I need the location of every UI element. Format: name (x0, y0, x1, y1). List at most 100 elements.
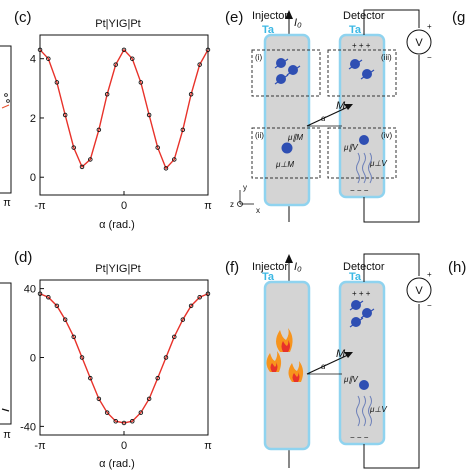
y-tick-label: 0 (30, 172, 36, 184)
panel-f-wire-bottom (363, 304, 420, 469)
panel-f-m-arrowhead (344, 352, 353, 358)
x-tick-label: 0 (121, 200, 127, 212)
data-point (79, 164, 85, 170)
panel-e-region-label-i: (i) (255, 53, 262, 62)
panel-f-injector-bar (263, 280, 311, 451)
spin-icon (359, 135, 369, 145)
panel-f-current-arrowhead (285, 254, 293, 263)
panel-e-current-arrowhead (285, 10, 293, 19)
data-point (96, 127, 102, 133)
spin-arrow-icon (274, 74, 289, 85)
chart-c: -π 0 π 0 2 4 (30, 34, 212, 212)
panel-f-detector-bar (338, 280, 386, 446)
x-tick-label: 0 (121, 440, 127, 452)
data-point (46, 56, 51, 61)
panel-f-alpha: α (321, 362, 326, 371)
panel-e-wire-top (363, 9, 420, 35)
data-point (172, 157, 177, 162)
panel-f-m-arrow (306, 353, 351, 375)
left-partial-top: π (0, 45, 12, 209)
panel-f-voltmeter (406, 277, 432, 303)
panel-e-ta-left: Ta (262, 24, 275, 36)
panel-g-label: (g (452, 9, 465, 26)
panel-e-region-label-ii: (ii) (255, 131, 264, 140)
panel-c-title: Pt|YIG|Pt (95, 18, 140, 30)
panel-e-current-label: I₀ (294, 17, 302, 29)
data-point (37, 291, 43, 297)
x-tick-label: -π (34, 440, 46, 452)
data-point (197, 294, 202, 300)
panel-e-region-ii (251, 127, 321, 179)
panel-e-region-label-iv: (iv) (381, 131, 392, 140)
panel-e-spin-group (274, 58, 375, 154)
panel-f-ta-right: Ta (349, 271, 362, 283)
data-point (46, 294, 51, 300)
data-point (121, 47, 127, 53)
data-point (197, 62, 202, 67)
data-point (130, 418, 135, 424)
spin-arrow-icon (360, 69, 375, 80)
panel-e-mu-par-m: μ∥M (287, 133, 303, 142)
x-tick-label: π (204, 440, 212, 452)
panel-e-mu-perp-m: μ⊥M (275, 160, 294, 169)
data-point (180, 127, 186, 133)
y-tick-label: 4 (30, 54, 36, 66)
panel-e-m-arrow (306, 105, 351, 127)
panel-f-voltmeter-label: V (415, 285, 423, 297)
panel-e-m-arrowhead (344, 104, 353, 110)
data-point (180, 317, 186, 322)
spin-icon (281, 142, 293, 154)
data-point (37, 47, 43, 53)
panel-e-charges-bottom: − − − (350, 186, 369, 195)
data-point (163, 166, 169, 171)
data-point (138, 80, 144, 85)
panel-e-m-label: M (336, 100, 346, 112)
flame-icon (276, 328, 293, 352)
panel-f-charges-bottom: − − − (350, 433, 369, 442)
data-point (104, 92, 110, 97)
flame-icon (266, 351, 282, 372)
data-point (146, 396, 152, 402)
panel-e-mu-perp-v: μ⊥V (369, 159, 387, 168)
data-point (155, 375, 160, 381)
panel-e-region-iv (327, 127, 397, 179)
data-point (205, 47, 211, 53)
data-point (79, 355, 85, 360)
panel-d-title: Pt|YIG|Pt (95, 263, 140, 275)
left-partial-tick-top: π (3, 197, 11, 209)
panel-e: (e) Injector Detector I₀ Ta Ta V + − (i)… (225, 9, 432, 223)
panel-e-axis-z-label: z (230, 200, 234, 209)
panel-e-wave (362, 152, 366, 184)
panel-e-region-label-iii: (iii) (381, 53, 392, 62)
panel-c-xlabel: α (rad.) (99, 219, 135, 231)
y-tick-label: -40 (20, 421, 36, 433)
left-partial-bottom: π (0, 282, 12, 441)
panel-e-voltmeter-label: V (415, 37, 423, 49)
panel-f-m-label: M (336, 348, 346, 360)
data-point (172, 334, 177, 340)
chart-frame (39, 279, 209, 436)
data-point (188, 92, 194, 97)
panel-f-voltmeter-minus: − (427, 301, 432, 310)
data-point (62, 317, 68, 322)
y-tick-label: 2 (30, 113, 36, 125)
panel-f-wave (362, 395, 366, 427)
y-tick-label: 0 (30, 353, 36, 365)
chart-d: -π 0 π -40 0 40 (20, 279, 212, 452)
panel-e-axis-y-label: y (243, 183, 247, 192)
panel-f-mu-par-v: μ∥V (343, 375, 358, 384)
fit-line (39, 293, 209, 424)
x-tick-label: π (204, 200, 212, 212)
data-point (71, 334, 76, 340)
panel-e-wire-bottom (363, 55, 420, 223)
panel-e-label: (e) (225, 9, 243, 26)
data-point (96, 396, 102, 402)
spin-icon (359, 380, 369, 390)
data-point (121, 420, 127, 426)
panel-e-wave (356, 152, 360, 184)
data-point (62, 112, 68, 118)
panel-f-wire-top (363, 253, 420, 282)
panel-d: (d) Pt|YIG|Pt -π 0 π -40 0 40 α (rad.) (14, 249, 212, 470)
panel-f-charges-top: + + + (352, 289, 371, 298)
panel-c-label: (c) (14, 9, 32, 26)
